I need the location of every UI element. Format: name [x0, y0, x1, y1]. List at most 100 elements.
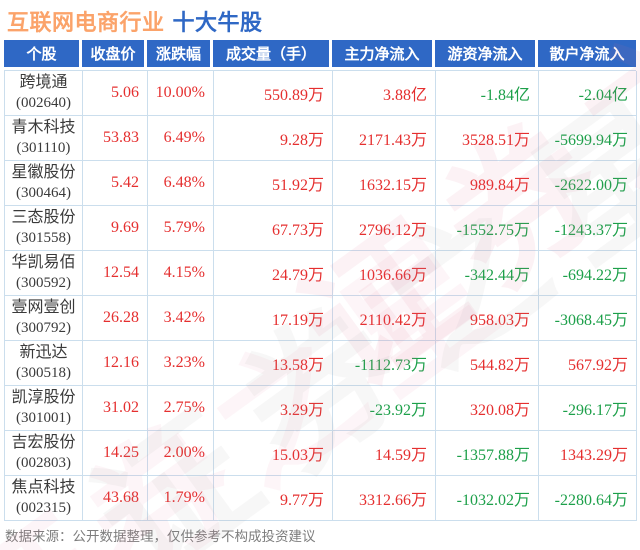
cell-close: 5.06 [83, 71, 148, 116]
cell-change_pct: 3.23% [148, 341, 214, 386]
cell-main: 3.88亿 [333, 71, 436, 116]
stock-cell: 三态股份 (301558) [5, 206, 83, 251]
table-row: 吉宏股份 (002803) 14.25 2.00% 15.03万 14.59万 -1357.… [5, 431, 637, 476]
cell-retail: 1343.29万 [539, 431, 637, 476]
cell-speculative: 3528.51万 [436, 116, 539, 161]
cell-retail: 567.92万 [539, 341, 637, 386]
cell-main: 2110.42万 [333, 296, 436, 341]
table-row: 华凯易佰 (300592) 12.54 4.15% 24.79万 1036.66万 -342… [5, 251, 637, 296]
data-source-note: 数据来源：公开数据整理，仅供参考不构成投资建议 [5, 529, 316, 544]
table-row: 跨境通 (002640) 5.06 10.00% 550.89万 3.88亿 -1.84亿 -… [5, 71, 637, 116]
stock-name: 新迅达 [19, 344, 68, 361]
cell-speculative: -1032.02万 [436, 476, 539, 521]
cell-retail: -694.22万 [539, 251, 637, 296]
stock-cell: 吉宏股份 (002803) [5, 431, 83, 476]
stock-name: 青木科技 [11, 119, 76, 136]
stock-code: (300592) [16, 275, 71, 291]
cell-change_pct: 3.42% [148, 296, 214, 341]
cell-retail: -2622.00万 [539, 161, 637, 206]
stock-cell: 青木科技 (301110) [5, 116, 83, 161]
cell-retail: -2280.64万 [539, 476, 637, 521]
cell-volume: 3.29万 [214, 386, 333, 431]
title-industry-name: 互联网电商行业 [7, 10, 165, 35]
cell-retail: -1243.37万 [539, 206, 637, 251]
table-header-row: 个股 收盘价 涨跌幅 成交量（手） 主力净流入 游资净流入 散户净流入 [4, 40, 636, 67]
cell-close: 9.69 [83, 206, 148, 251]
cell-retail: -3068.45万 [539, 296, 637, 341]
cell-change_pct: 2.75% [148, 386, 214, 431]
cell-change_pct: 5.79% [148, 206, 214, 251]
stock-cell: 星徽股份 (300464) [5, 161, 83, 206]
column-header-1: 收盘价 [82, 40, 147, 67]
stock-name: 凯淳股份 [11, 389, 76, 406]
cell-main: 2796.12万 [333, 206, 436, 251]
table-row: 凯淳股份 (301001) 31.02 2.75% 3.29万 -23.92万 320.08… [5, 386, 637, 431]
table-row: 星徽股份 (300464) 5.42 6.48% 51.92万 1632.15万 989.8… [5, 161, 637, 206]
cell-speculative: -1357.88万 [436, 431, 539, 476]
table-row: 三态股份 (301558) 9.69 5.79% 67.73万 2796.12万 -1552… [5, 206, 637, 251]
cell-close: 31.02 [83, 386, 148, 431]
cell-volume: 9.28万 [214, 116, 333, 161]
stock-cell: 跨境通 (002640) [5, 71, 83, 116]
stock-name: 焦点科技 [11, 479, 76, 496]
cell-change_pct: 10.00% [148, 71, 214, 116]
table-row: 新迅达 (300518) 12.16 3.23% 13.58万 -1112.73万 544.… [5, 341, 637, 386]
stock-name: 星徽股份 [11, 164, 76, 181]
stock-name: 三态股份 [11, 209, 76, 226]
cell-close: 53.83 [83, 116, 148, 161]
cell-close: 12.16 [83, 341, 148, 386]
stock-cell: 新迅达 (300518) [5, 341, 83, 386]
stock-cell: 华凯易佰 (300592) [5, 251, 83, 296]
stock-name: 华凯易佰 [11, 254, 76, 271]
stock-name: 吉宏股份 [11, 434, 76, 451]
cell-volume: 67.73万 [214, 206, 333, 251]
column-header-5: 游资净流入 [435, 40, 538, 67]
page-title: 互联网电商行业 十大牛股 [7, 5, 263, 37]
cell-volume: 17.19万 [214, 296, 333, 341]
cell-volume: 51.92万 [214, 161, 333, 206]
cell-close: 12.54 [83, 251, 148, 296]
column-header-3: 成交量（手） [213, 40, 332, 67]
stock-code: (301001) [16, 410, 71, 426]
cell-retail: -5699.94万 [539, 116, 637, 161]
cell-speculative: 958.03万 [436, 296, 539, 341]
table-row: 焦点科技 (002315) 43.68 1.79% 9.77万 3312.66万 -1032… [5, 476, 637, 521]
cell-volume: 550.89万 [214, 71, 333, 116]
column-header-6: 散户净流入 [538, 40, 636, 67]
cell-change_pct: 2.00% [148, 431, 214, 476]
stock-name: 壹网壹创 [11, 299, 76, 316]
cell-speculative: -1552.75万 [436, 206, 539, 251]
cell-main: 1036.66万 [333, 251, 436, 296]
stock-code: (002640) [16, 95, 71, 111]
table-row: 青木科技 (301110) 53.83 6.49% 9.28万 2171.43万 3528.… [5, 116, 637, 161]
stocks-table: 个股 收盘价 涨跌幅 成交量（手） 主力净流入 游资净流入 散户净流入 跨境通 (002640… [4, 40, 637, 521]
cell-main: 1632.15万 [333, 161, 436, 206]
cell-main: 3312.66万 [333, 476, 436, 521]
cell-retail: -2.04亿 [539, 71, 637, 116]
cell-main: 2171.43万 [333, 116, 436, 161]
column-header-2: 涨跌幅 [147, 40, 213, 67]
stock-code: (300792) [16, 320, 71, 336]
cell-close: 26.28 [83, 296, 148, 341]
cell-change_pct: 1.79% [148, 476, 214, 521]
column-header-4: 主力净流入 [332, 40, 435, 67]
cell-volume: 13.58万 [214, 341, 333, 386]
stock-code: (300464) [16, 185, 71, 201]
cell-change_pct: 6.48% [148, 161, 214, 206]
stock-code: (301558) [16, 230, 71, 246]
cell-close: 5.42 [83, 161, 148, 206]
stock-cell: 焦点科技 (002315) [5, 476, 83, 521]
cell-main: -1112.73万 [333, 341, 436, 386]
stock-cell: 凯淳股份 (301001) [5, 386, 83, 431]
cell-change_pct: 6.49% [148, 116, 214, 161]
table-body: 跨境通 (002640) 5.06 10.00% 550.89万 3.88亿 -1.84亿 -… [4, 70, 637, 521]
cell-volume: 24.79万 [214, 251, 333, 296]
cell-retail: -296.17万 [539, 386, 637, 431]
cell-change_pct: 4.15% [148, 251, 214, 296]
stock-cell: 壹网壹创 (300792) [5, 296, 83, 341]
stock-code: (300518) [16, 365, 71, 381]
column-header-0: 个股 [4, 40, 82, 67]
cell-close: 43.68 [83, 476, 148, 521]
cell-volume: 9.77万 [214, 476, 333, 521]
